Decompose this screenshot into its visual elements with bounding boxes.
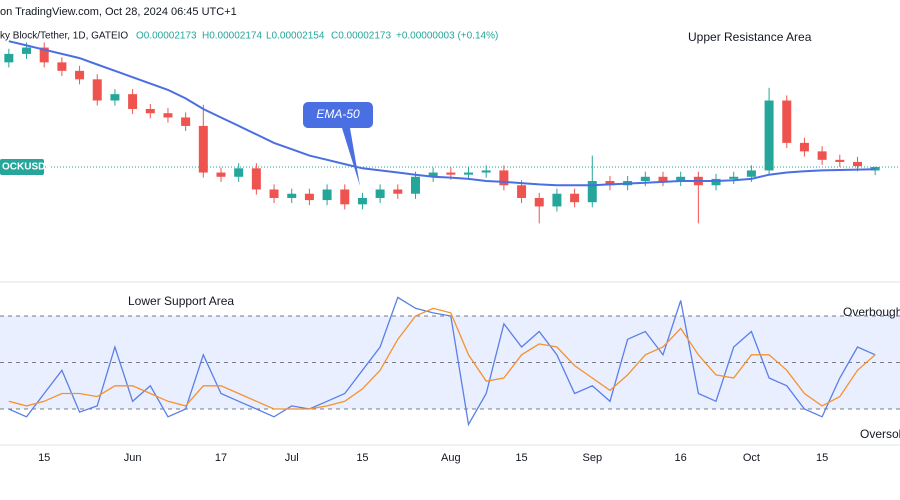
candle-body xyxy=(340,189,350,205)
candle-body xyxy=(852,161,862,167)
symbol: ky Block/Tether, 1D, GATEIO xyxy=(0,31,128,42)
candle-body xyxy=(22,47,32,54)
candle-body xyxy=(357,197,367,205)
x-tick-label: 15 xyxy=(356,452,368,464)
candle-body xyxy=(198,125,208,173)
candle-body xyxy=(464,172,474,175)
candle-body xyxy=(145,108,155,114)
x-tick-label: 15 xyxy=(816,452,828,464)
ohlc-change: +0.00000003 (+0.14%) xyxy=(396,31,498,42)
candle-body xyxy=(729,176,739,179)
x-tick-label: Jun xyxy=(124,452,142,464)
candle-body xyxy=(57,62,67,71)
ohlc-close: C0.00002173 xyxy=(331,31,391,42)
ema-line xyxy=(8,40,876,187)
annotation: Upper Resistance Area xyxy=(688,30,812,44)
candle-body xyxy=(4,53,14,63)
x-tick-label: 17 xyxy=(215,452,227,464)
candle-body xyxy=(658,176,668,182)
price-tag-label: OCKUSDT xyxy=(2,162,51,173)
candle-body xyxy=(92,79,102,101)
x-tick-label: 16 xyxy=(675,452,687,464)
source: on TradingView.com, Oct 28, 2024 06:45 U… xyxy=(0,6,237,18)
candle-body xyxy=(216,172,226,177)
callout-label: EMA-50 xyxy=(316,107,360,121)
ohlc-low: L0.00002154 xyxy=(266,31,325,42)
candle-body xyxy=(304,193,314,201)
candle-body xyxy=(605,181,615,186)
candle-body xyxy=(446,172,456,175)
stoch-line xyxy=(8,307,876,410)
candle-body xyxy=(587,181,597,203)
candle-body xyxy=(251,168,261,190)
candle-body xyxy=(428,172,438,177)
candle-body xyxy=(39,47,49,63)
stoch-line xyxy=(8,296,876,427)
candle-body xyxy=(110,94,120,101)
candle-body xyxy=(746,170,756,177)
candle-body xyxy=(481,170,491,173)
x-tick-label: Jul xyxy=(285,452,299,464)
x-tick-label: Aug xyxy=(441,452,461,464)
candle-body xyxy=(552,193,562,207)
candle-body xyxy=(499,170,509,186)
price-tag xyxy=(0,159,44,176)
candle-body xyxy=(75,70,85,80)
x-tick-label: 15 xyxy=(38,452,50,464)
candle-body xyxy=(128,94,138,109)
candle-body xyxy=(534,197,544,207)
annotation: Lower Support Area xyxy=(128,294,234,308)
callout xyxy=(303,102,373,186)
candle-body xyxy=(835,159,845,162)
x-tick-label: Sep xyxy=(582,452,602,464)
x-tick-label: 15 xyxy=(515,452,527,464)
candle-body xyxy=(782,100,792,143)
candle-body xyxy=(393,189,403,194)
ohlc-open: O0.00002173 xyxy=(136,31,197,42)
candle-body xyxy=(287,193,297,198)
candle-body xyxy=(517,185,527,198)
candle-body xyxy=(181,117,191,126)
candle-body xyxy=(163,113,173,118)
candle-body xyxy=(799,142,809,152)
x-tick-label: Oct xyxy=(743,452,760,464)
annotation: Oversolo xyxy=(860,427,900,441)
candle-body xyxy=(711,178,721,186)
candle-body xyxy=(234,168,244,177)
candle-body xyxy=(817,151,827,160)
candle-body xyxy=(269,189,279,198)
candle-body xyxy=(764,100,774,171)
candle-body xyxy=(410,176,420,194)
candle-body xyxy=(322,189,332,201)
candle-body xyxy=(676,176,686,182)
ohlc-high: H0.00002174 xyxy=(202,31,262,42)
candle-body xyxy=(570,193,580,203)
candle-body xyxy=(375,189,385,198)
candle-body xyxy=(640,176,650,182)
